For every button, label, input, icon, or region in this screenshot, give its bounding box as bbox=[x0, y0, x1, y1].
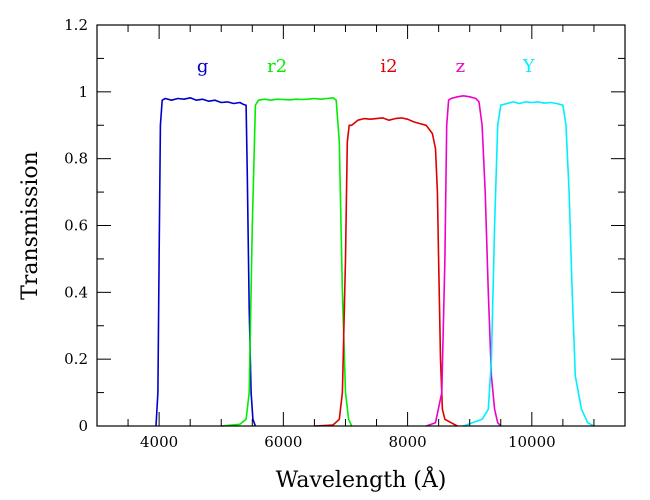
x-axis-label: Wavelength (Å) bbox=[276, 465, 447, 493]
series-line-r2 bbox=[221, 97, 353, 427]
series-layer bbox=[155, 95, 595, 427]
band-label-Y: Y bbox=[522, 56, 536, 77]
band-label-r2: r2 bbox=[267, 56, 287, 77]
y-tick-label: 0.8 bbox=[64, 150, 88, 168]
x-tick-label: 6000 bbox=[264, 433, 302, 451]
ticks-layer bbox=[96, 24, 625, 427]
y-tick-label: 0.4 bbox=[64, 283, 88, 301]
band-label-i2: i2 bbox=[380, 56, 397, 77]
band-label-z: z bbox=[456, 56, 465, 77]
x-tick-label: 10000 bbox=[508, 433, 556, 451]
series-line-Y bbox=[463, 101, 595, 427]
bandlabels-layer: g r2 i2 z Y bbox=[197, 56, 536, 77]
y-tick-label: 0 bbox=[78, 417, 88, 435]
band-label-g: g bbox=[197, 56, 209, 77]
y-tick-label: 0.6 bbox=[64, 217, 88, 235]
plot-frame bbox=[96, 24, 626, 427]
x-tick-label: 4000 bbox=[140, 433, 178, 451]
series-line-z bbox=[425, 95, 502, 427]
y-tick-label: 0.2 bbox=[64, 350, 88, 368]
y-axis-label: Transmission bbox=[18, 151, 43, 300]
y-tick-label: 1 bbox=[78, 83, 88, 101]
y-tick-label: 1.2 bbox=[64, 16, 88, 34]
series-line-g bbox=[155, 97, 257, 427]
x-tick-label: 8000 bbox=[388, 433, 426, 451]
series-line-i2 bbox=[314, 117, 458, 427]
ticklabels-layer: 4000 6000 8000 10000 0 0.2 0.4 0.6 0.8 1 1.2 bbox=[64, 16, 556, 451]
